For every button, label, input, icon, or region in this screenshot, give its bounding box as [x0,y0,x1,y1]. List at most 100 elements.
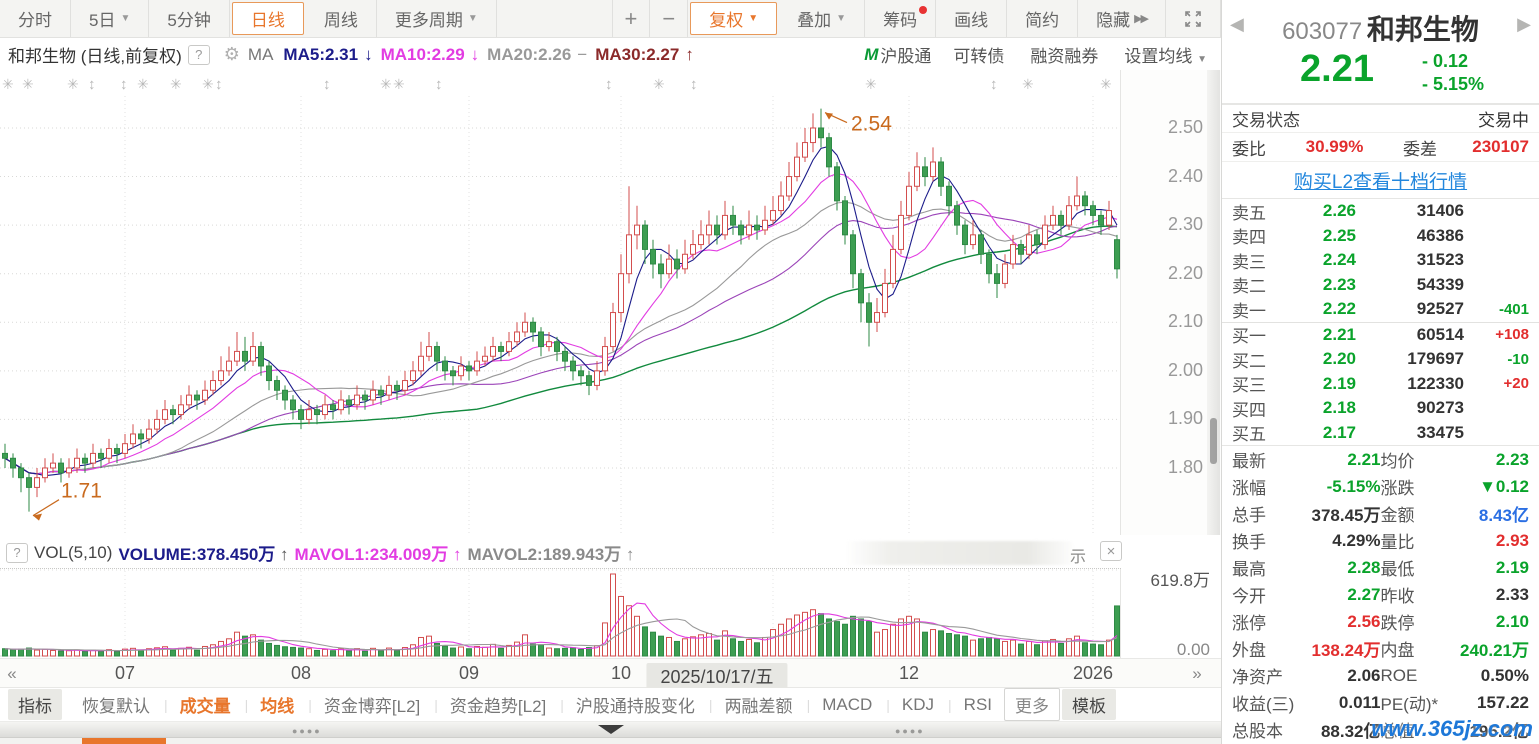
indicator-tab-KDJ[interactable]: KDJ [901,694,935,714]
candle-body [122,443,128,454]
prev-stock-arrow[interactable]: ◀ [1230,14,1244,34]
next-stock-arrow[interactable]: ▶ [1517,14,1531,34]
candle-body [154,418,160,430]
x-axis-label-date[interactable]: 2025/10/17/五 [646,663,788,689]
volume-bar [1114,605,1120,657]
indicator-tab-指标[interactable]: 指标 [8,689,62,720]
drag-handle-icon[interactable]: ●●●● [895,726,925,736]
ask-row: 卖三 2.24 31523 [1222,248,1539,273]
stock-name: 和邦生物 [1366,14,1479,45]
indicator-tab-资金趋势[L2][interactable]: 资金趋势[L2] [449,697,547,716]
event-arrows-icon[interactable]: ↕ [990,76,998,93]
event-arrows-icon[interactable]: ↕ [435,76,443,93]
collapse-triangle-icon[interactable] [598,725,624,734]
price-chart-svg[interactable]: 2.54 1.71 [0,70,1121,535]
event-arrows-icon[interactable]: ↕ [88,76,96,93]
period-label: 5日 [89,11,116,30]
indicator-tab-RSI[interactable]: RSI [963,694,993,714]
candle-body [274,380,280,391]
volume-bar [498,647,504,657]
last-price: 2.21 [1300,48,1374,90]
indicator-tab-恢复默认[interactable]: 恢复默认 [82,697,150,716]
close-volume-pane-icon[interactable]: × [1100,541,1122,561]
volume-bar [410,644,416,657]
event-sun-icon[interactable]: ✳ [137,76,149,92]
event-sun-icon[interactable]: ✳ [170,76,182,92]
candle-body [882,282,888,314]
candle-body [866,302,872,323]
link-margin-trading[interactable]: 融资融券 [1030,47,1099,66]
gear-icon[interactable]: ⚙ [223,44,240,64]
indicator-tab-成交量[interactable]: 成交量 [179,697,231,716]
drag-handle-icon[interactable]: ●●●● [292,726,322,736]
indicator-tab-资金博弈[L2][interactable]: 资金博弈[L2] [323,697,421,716]
tool-button-隐藏[interactable]: 隐藏 ▶▶ [1078,0,1166,37]
scrollbar-thumb[interactable] [1210,418,1217,464]
link-convertible-bond[interactable]: 可转债 [953,47,1005,66]
candle-body [162,409,168,420]
tool-button-复权[interactable]: 复权 ▼ [690,2,778,35]
stat-label: 最低 [1380,560,1415,579]
vol-help-icon[interactable]: ? [6,542,28,563]
help-icon[interactable]: ? [187,44,210,65]
event-sun-icon[interactable]: ✳ [380,76,392,92]
period-button-5分钟[interactable]: 5分钟 [149,0,230,37]
bid-delta: +108 [1495,326,1529,344]
period-button-5日[interactable]: 5日 ▼ [71,0,150,37]
volume-bar [466,648,472,657]
stat-cell: 今开 2.27 [1232,582,1381,607]
event-arrows-icon[interactable]: ↕ [215,76,223,93]
zoom-in-button[interactable]: + [611,0,651,37]
candle-body [314,409,320,416]
indicator-tab-MACD[interactable]: MACD [822,694,873,714]
scroll-right-button[interactable]: » [1192,664,1202,683]
price-chart-pane[interactable]: ✳ ✳ ✳ ↕ ↕ ✳ ✳ ✳ ↕ ↕ ✳ ✳ ↕ ↕ ✳ ↕ ✳ ↕ ✳ ✳ 2.54 1.71 [0,70,1121,535]
indicator-tab-更多[interactable]: 更多 [1004,688,1061,721]
indicator-tab-两融差额[interactable]: 两融差额 [724,697,793,716]
event-sun-icon[interactable]: ✳ [653,76,665,92]
period-button-更多周期[interactable]: 更多周期 ▼ [377,0,497,37]
tool-button-画线[interactable]: 画线 [936,0,1008,37]
right-scrollbar[interactable] [1207,70,1220,535]
volume-chart-svg[interactable] [0,569,1121,658]
ma30-line [4,211,1118,475]
ask-row: 卖一 2.22 92527 -401 [1222,297,1539,322]
indicator-tab-沪股通持股变化[interactable]: 沪股通持股变化 [575,697,695,716]
buy-l2-link[interactable]: 购买L2查看十档行情 [1293,171,1468,193]
event-sun-icon[interactable]: ✳ [1022,76,1034,92]
ma-value: MA5:2.31 [283,44,359,64]
event-sun-icon[interactable]: ✳ [2,76,14,92]
indicator-tab-均线[interactable]: 均线 [260,697,295,716]
event-sun-icon[interactable]: ✳ [22,76,34,92]
fullscreen-icon[interactable] [1166,0,1221,37]
scroll-left-button[interactable]: « [7,664,17,683]
stat-label: 最高 [1232,560,1266,579]
period-button-日线[interactable]: 日线 [231,2,304,35]
period-button-分时[interactable]: 分时 [0,0,71,37]
period-button-周线[interactable]: 周线 [306,0,377,37]
volume-bar [50,649,56,657]
stat-label: 涨停 [1232,614,1266,633]
volume-chart-pane[interactable] [0,569,1121,658]
indicator-tab-模板[interactable]: 模板 [1062,689,1117,720]
tool-button-筹码[interactable]: 筹码 [865,0,937,37]
event-arrows-icon[interactable]: ↕ [690,76,698,93]
ma-setting-dropdown[interactable]: 设置均线 ▼ [1124,47,1207,66]
event-sun-icon[interactable]: ✳ [67,76,79,92]
link-hugutong[interactable]: 沪股通 [880,47,932,66]
tool-button-简约[interactable]: 简约 [1007,0,1079,37]
event-arrows-icon[interactable]: ↕ [323,76,331,93]
pane-splitter[interactable]: ●●●● ●●●● [0,722,1221,738]
event-arrows-icon[interactable]: ↕ [605,76,613,93]
event-sun-icon[interactable]: ✳ [865,76,877,92]
event-arrows-icon[interactable]: ↕ [120,76,128,93]
candle-body [258,346,264,367]
tool-button-叠加[interactable]: 叠加 ▼ [779,0,866,37]
event-sun-icon[interactable]: ✳ [202,76,214,92]
candle-body [82,457,88,464]
candle-body [450,370,456,377]
zoom-out-button[interactable]: − [650,0,689,37]
event-sun-icon[interactable]: ✳ [1100,76,1112,92]
event-sun-icon[interactable]: ✳ [393,76,405,92]
active-bottom-tab[interactable] [82,738,166,744]
